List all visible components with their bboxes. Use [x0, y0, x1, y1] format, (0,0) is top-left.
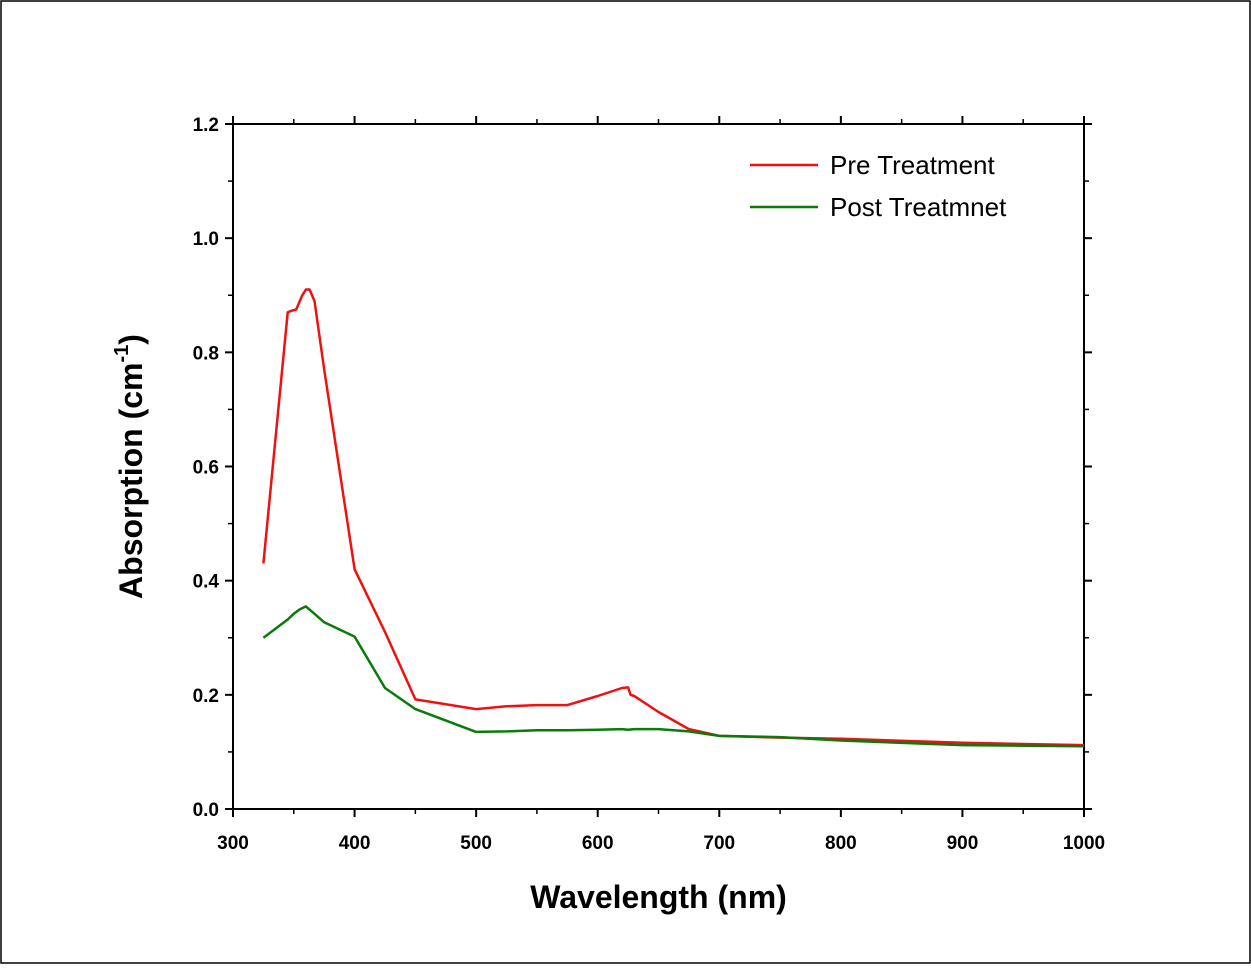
x-axis-title: Wavelength (nm): [530, 879, 787, 915]
y-tick-label: 0.6: [193, 458, 219, 479]
y-axis-title-main: Absorption (cm: [113, 363, 149, 599]
legend-label: Post Treatmnet: [830, 192, 1007, 222]
x-tick-label: 700: [703, 833, 735, 854]
x-tick-label: 500: [460, 833, 492, 854]
legend-label: Pre Treatment: [830, 150, 996, 180]
x-tick-label: 1000: [1063, 833, 1105, 854]
y-tick-label: 1.0: [193, 229, 219, 250]
x-tick-label: 400: [339, 833, 371, 854]
x-tick-label: 300: [217, 833, 249, 854]
y-axis-title-superscript: -1: [111, 345, 133, 363]
x-tick-label: 600: [582, 833, 614, 854]
y-tick-label: 0.2: [193, 686, 219, 707]
y-tick-label: 0.4: [193, 572, 220, 593]
x-tick-label: 900: [947, 833, 979, 854]
y-tick-label: 1.2: [193, 115, 219, 136]
y-axis-title: Absorption (cm-1): [111, 334, 149, 599]
series-line-post-treatment: [262, 605, 1085, 748]
plot-area: 300 400 500 600 700 800 900 1000 0.0 0.2 0.4 0.6 0.8…: [193, 115, 1106, 854]
y-tick-label: 0.8: [193, 343, 219, 364]
x-tick-label: 800: [825, 833, 857, 854]
y-axis-title-close: ): [113, 334, 149, 345]
y-tick-label: 0.0: [193, 800, 219, 821]
legend: Pre Treatment Post Treatmnet: [750, 150, 1007, 222]
